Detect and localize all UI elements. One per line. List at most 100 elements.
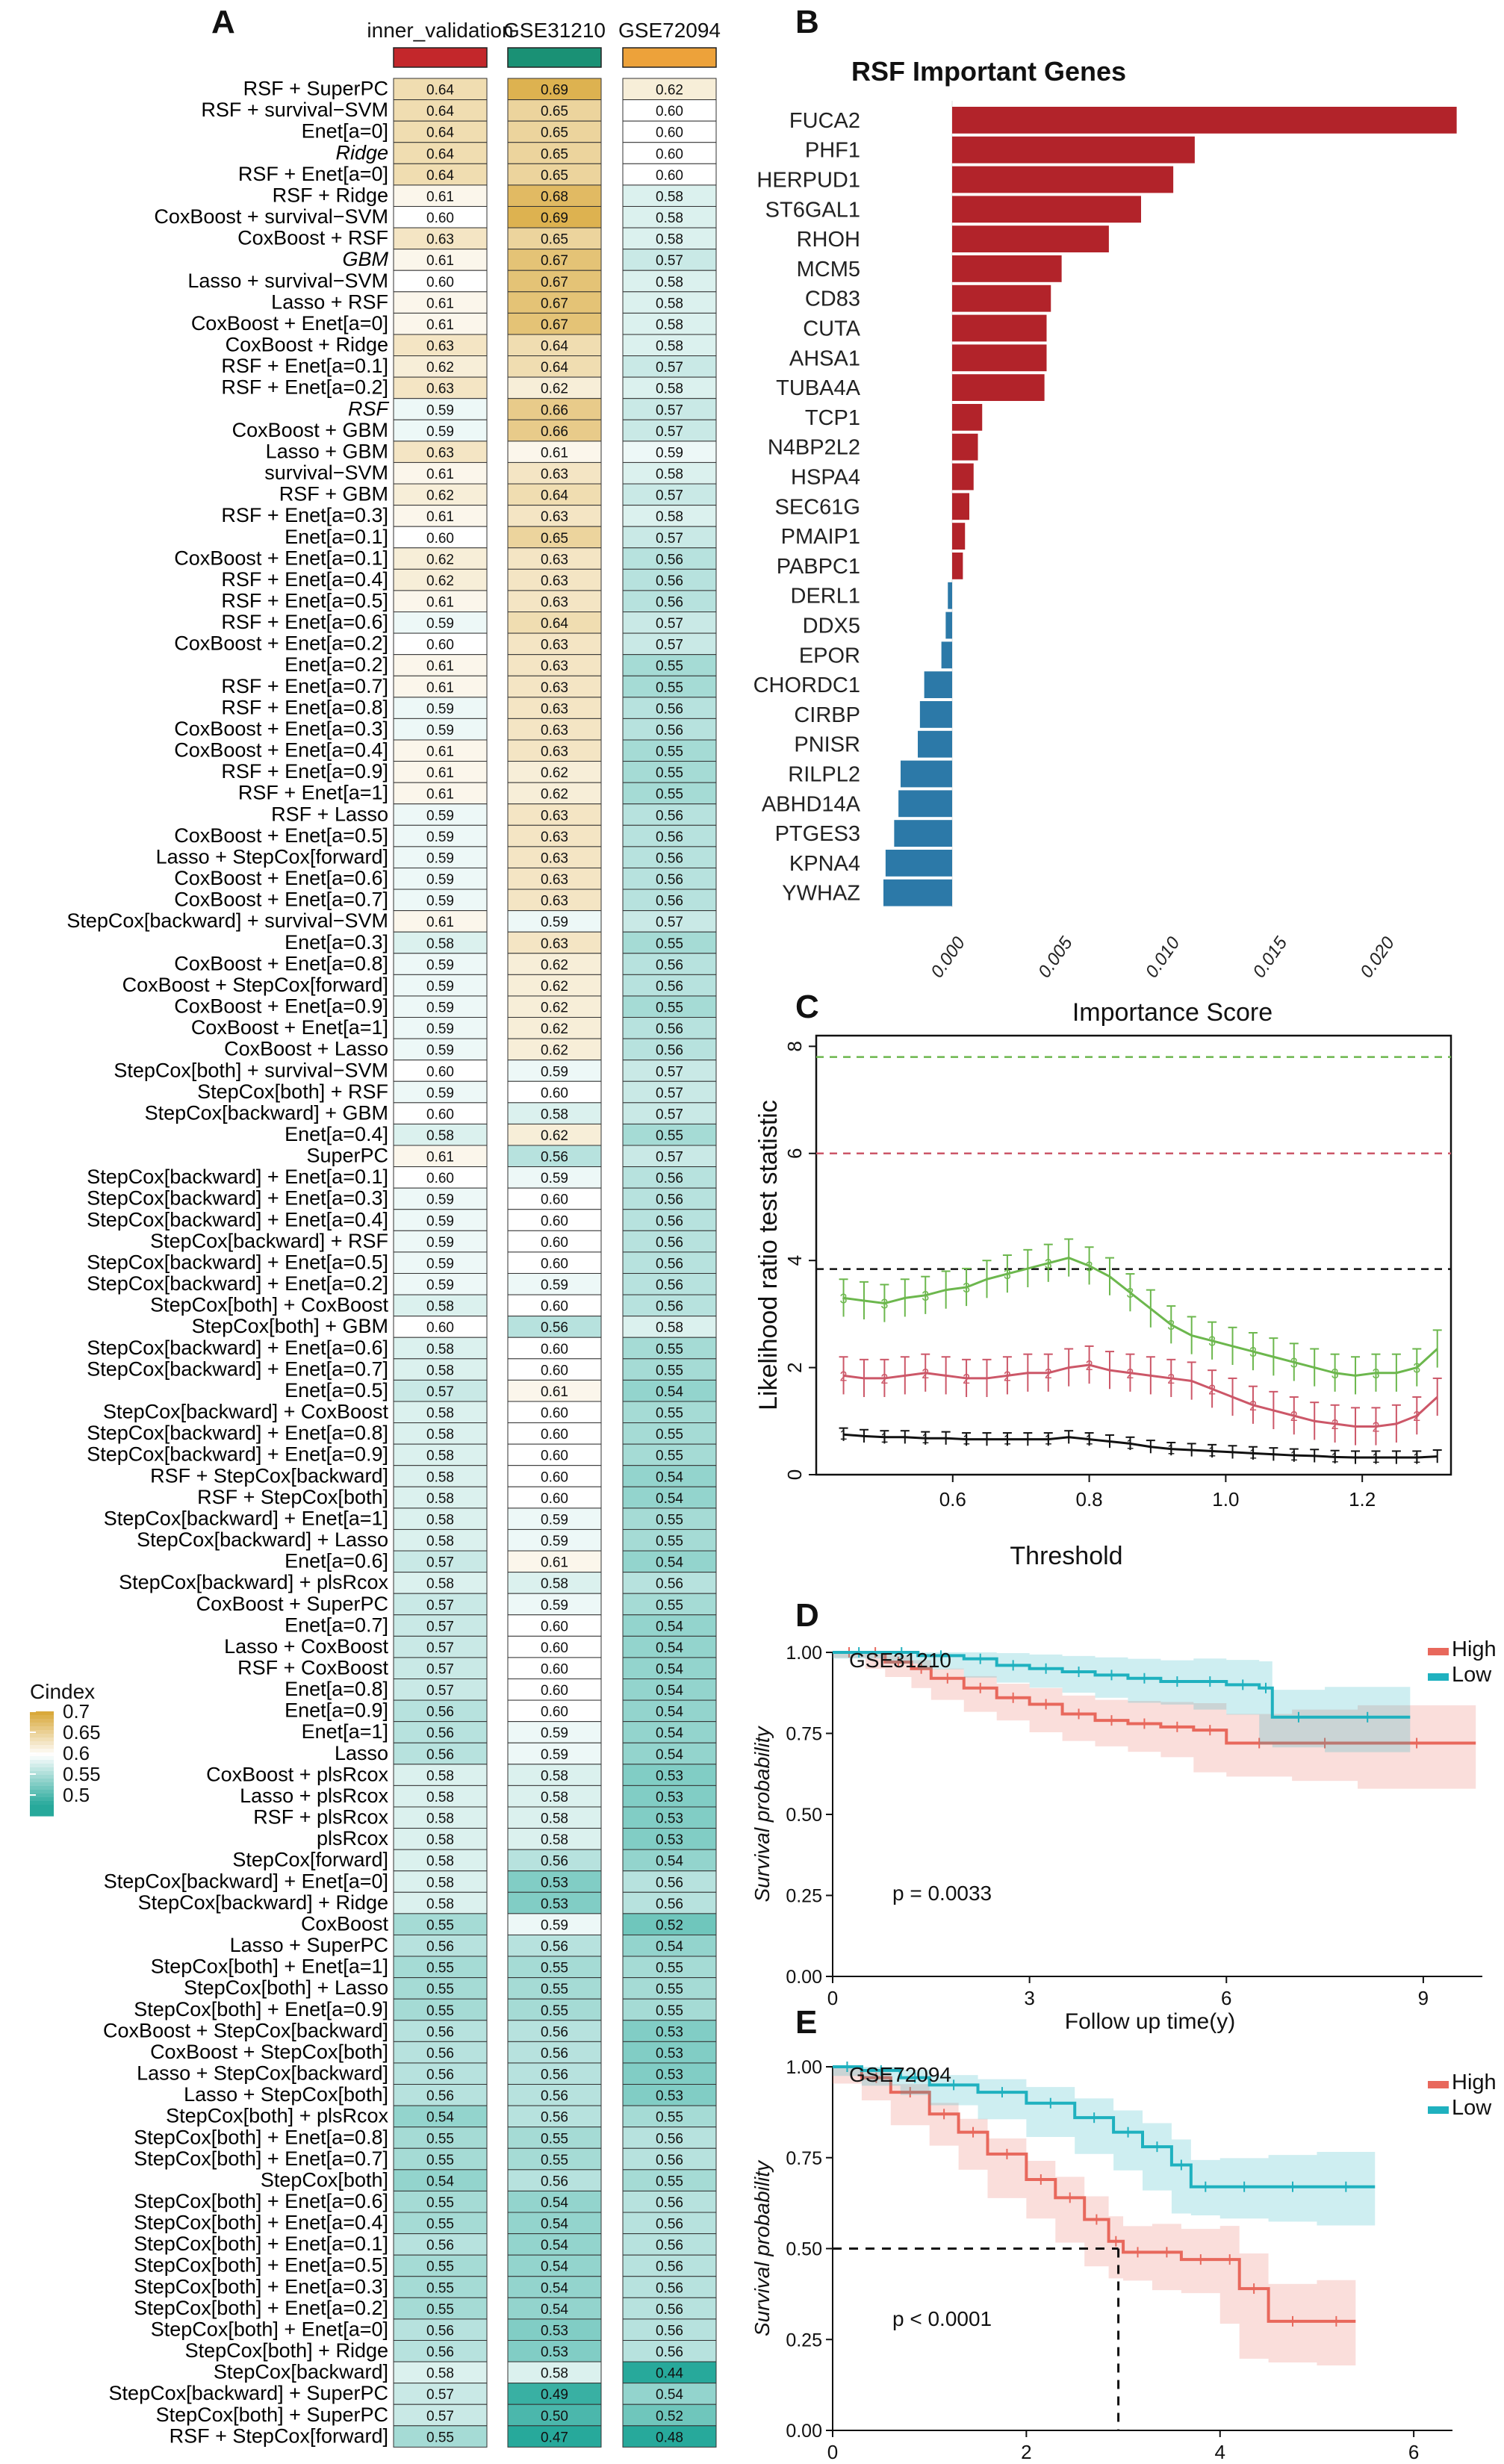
- heatmap-cell: [622, 205, 717, 228]
- heatmap-cell: [393, 632, 488, 656]
- heatmap-cell-value: 0.57: [426, 2387, 454, 2403]
- series-point-label: 2: [1126, 1366, 1134, 1381]
- heatmap-cell-value: 0.59: [541, 1512, 568, 1528]
- heatmap-cell: [393, 1230, 488, 1253]
- heatmap-cell: [393, 1764, 488, 1786]
- heatmap-cell-value: 0.56: [656, 701, 683, 717]
- heatmap-cell: [507, 2383, 602, 2405]
- row-label: CoxBoost + Enet[a=1]: [191, 1016, 388, 1039]
- heatmap-cell-value: 0.65: [541, 125, 568, 141]
- heatmap-cell-value: 0.63: [426, 339, 454, 355]
- row-label: CoxBoost + GBM: [232, 419, 388, 441]
- row-label: StepCox[backward] + Ridge: [138, 1891, 388, 1914]
- heatmap-cell-value: 0.58: [656, 211, 683, 226]
- heatmap-cell-value: 0.60: [541, 1662, 568, 1678]
- heatmap-cell: [622, 910, 717, 933]
- heatmap-cell-value: 0.61: [541, 1384, 568, 1400]
- legend-swatch: [1428, 1673, 1449, 1681]
- heatmap-cell: [622, 1209, 717, 1231]
- heatmap-cell-value: 0.55: [656, 2003, 683, 2019]
- heatmap-cell: [622, 2062, 717, 2085]
- gene-label: CIRBP: [794, 703, 860, 727]
- heatmap-cell-value: 0.63: [541, 680, 568, 696]
- heatmap-cell: [622, 249, 717, 271]
- heatmap-cell: [507, 953, 602, 975]
- y-axis-label: Survival probability: [751, 1726, 774, 1903]
- row-label: CoxBoost + Lasso: [224, 1038, 388, 1060]
- gene-bar: [952, 225, 1109, 252]
- heatmap-cell: [507, 2147, 602, 2171]
- heatmap-cell: [622, 1870, 717, 1893]
- heatmap-cell: [393, 1251, 488, 1274]
- heatmap-cell: [393, 974, 488, 997]
- heatmap-cell-value: 0.58: [541, 1790, 568, 1805]
- row-label: Lasso + plsRcox: [240, 1785, 388, 1807]
- heatmap-cell: [622, 376, 717, 399]
- heatmap-cell: [622, 1443, 717, 1466]
- heatmap-cell-value: 0.60: [426, 531, 454, 547]
- heatmap-cell-value: 0.67: [541, 275, 568, 290]
- heatmap-cell-value: 0.56: [656, 872, 683, 888]
- heatmap-cell-value: 0.56: [656, 2195, 683, 2211]
- x-tick-label: 0.010: [1142, 933, 1184, 981]
- heatmap-cell: [507, 2233, 602, 2256]
- gene-label: FUCA2: [789, 109, 860, 133]
- x-tick-label: 9: [1418, 1987, 1429, 2009]
- heatmap-cell-value: 0.56: [656, 2280, 683, 2296]
- heatmap-cell-value: 0.63: [541, 701, 568, 717]
- heatmap-cell: [622, 227, 717, 250]
- km-survival-curve: [833, 2065, 1356, 2323]
- heatmap-cell-value: 0.60: [541, 1342, 568, 1357]
- gene-bar: [898, 790, 952, 818]
- heatmap-cell: [622, 142, 717, 164]
- heatmap-cell-value: 0.60: [656, 168, 683, 184]
- heatmap-cell-value: 0.62: [541, 382, 568, 397]
- heatmap-cell: [507, 1401, 602, 1424]
- heatmap-cell: [393, 675, 488, 698]
- heatmap-cell: [507, 1102, 602, 1124]
- heatmap-cell-value: 0.49: [541, 2387, 568, 2403]
- heatmap-cell: [393, 227, 488, 250]
- heatmap-cell-value: 0.67: [541, 253, 568, 269]
- heatmap-cell-value: 0.65: [541, 232, 568, 248]
- legend-gradient-step: [30, 1764, 54, 1768]
- x-axis-label: Threshold: [1010, 1542, 1122, 1570]
- heatmap-cell: [393, 654, 488, 676]
- gene-label: CD83: [805, 287, 860, 311]
- heatmap-cell-value: 0.56: [656, 894, 683, 909]
- legend-gradient-step: [30, 1786, 54, 1791]
- heatmap-cell-value: 0.58: [426, 1897, 454, 1912]
- heatmap-cell-value: 0.54: [656, 1726, 683, 1741]
- y-tick-label: 0.50: [786, 2239, 822, 2260]
- heatmap-cell: [507, 78, 602, 101]
- heatmap-cell-value: 0.59: [426, 1086, 454, 1101]
- heatmap-cell: [393, 355, 488, 378]
- heatmap-cell: [622, 184, 717, 207]
- heatmap-cell: [393, 419, 488, 442]
- heatmap-cell: [393, 2041, 488, 2064]
- heatmap-cell-value: 0.58: [426, 1576, 454, 1592]
- heatmap-cell: [622, 1593, 717, 1616]
- series-point-label: 2: [1086, 1358, 1093, 1373]
- row-label: RSF + Enet[a=0.8]: [221, 696, 388, 718]
- heatmap-cell: [507, 1145, 602, 1168]
- heatmap-cell: [507, 2254, 602, 2277]
- gene-bar: [952, 493, 969, 520]
- row-label: RSF + Enet[a=0.2]: [221, 376, 388, 399]
- heatmap-cell: [393, 1166, 488, 1189]
- heatmap-cell: [622, 270, 717, 293]
- row-label: StepCox[backward] + SuperPC: [109, 2382, 388, 2404]
- heatmap-cell: [622, 1828, 717, 1850]
- row-label: RSF + Enet[a=0.9]: [221, 760, 388, 783]
- row-label: RSF + survival−SVM: [201, 99, 388, 121]
- gene-label: RILPL2: [788, 763, 860, 787]
- heatmap-cell-value: 0.55: [426, 2003, 454, 2019]
- series-point-label: 2: [963, 1372, 970, 1387]
- heatmap-cell-value: 0.54: [541, 2302, 568, 2318]
- heatmap-cell: [622, 1528, 717, 1552]
- heatmap-cell: [393, 2105, 488, 2128]
- gene-label: ABHD14A: [762, 792, 861, 816]
- heatmap-cell: [507, 205, 602, 228]
- heatmap-cell: [393, 824, 488, 847]
- heatmap-cell: [622, 2212, 717, 2235]
